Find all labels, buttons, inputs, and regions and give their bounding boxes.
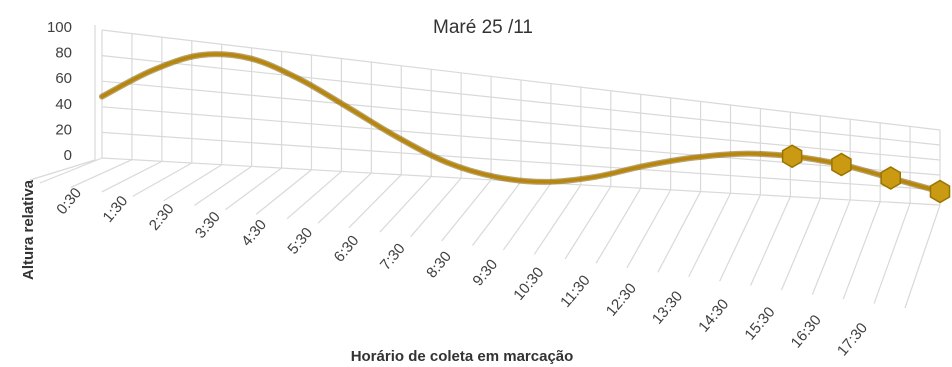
y-tick-label: 0	[64, 147, 72, 164]
x-tick-label: 15:30	[741, 304, 778, 344]
data-point-marker	[781, 144, 803, 169]
x-tick-label: 12:30	[603, 280, 640, 320]
grid-line-floor	[255, 169, 312, 215]
grid-line-floor	[533, 184, 582, 255]
grid-line-floor	[626, 189, 672, 269]
grid-line-floor	[842, 201, 881, 300]
x-tick-label: 11:30	[557, 272, 593, 311]
grid-line-floor	[441, 179, 492, 242]
grid-line-floor	[811, 199, 851, 295]
y-tick-label: 100	[47, 19, 72, 36]
grid-line-floor	[502, 182, 552, 251]
x-tick-label: 2:30	[146, 201, 178, 234]
x-tick-label: 5:30	[284, 224, 316, 257]
y-tick-label: 80	[55, 45, 72, 62]
x-tick-label: 7:30	[377, 240, 409, 273]
x-tick-label: 14:30	[695, 296, 732, 336]
grid-line-wall	[29, 159, 96, 181]
grid-line-floor	[904, 204, 941, 309]
grid-line-floor	[873, 203, 911, 304]
grid-line-floor	[286, 170, 342, 220]
data-point-marker	[929, 179, 951, 204]
x-axis-label: Horário de coleta em marcação	[351, 348, 574, 365]
chart-title: Maré 25 /11	[433, 17, 533, 38]
x-tick-label: 3:30	[192, 208, 224, 241]
grid-line-floor	[379, 176, 432, 233]
grid-line-floor	[688, 192, 732, 278]
x-tick-label: 10:30	[510, 264, 547, 304]
grid-line-floor	[657, 191, 702, 273]
x-tick-label: 13:30	[649, 288, 686, 328]
grid-line-floor	[410, 177, 462, 237]
x-tick-label: 8:30	[423, 248, 455, 281]
x-tick-label: 4:30	[238, 216, 270, 249]
grid-line-floor	[472, 181, 522, 246]
grid-line-floor	[163, 164, 223, 202]
grid-line-floor	[749, 196, 791, 286]
y-axis-ticks: 0 20 40 60 80 100	[47, 19, 72, 164]
y-tick-label: 60	[55, 70, 72, 87]
grid-line-floor	[101, 160, 163, 193]
x-tick-label: 0:30	[53, 185, 85, 218]
x-tick-label: 6:30	[331, 232, 363, 265]
x-tick-label: 17:30	[834, 320, 871, 360]
grid-line-floor	[70, 159, 133, 189]
series-layer	[99, 51, 951, 204]
grid-line-floor	[39, 157, 103, 184]
y-axis-label: Altura relativa	[20, 179, 37, 280]
grid-line-floor	[132, 162, 193, 197]
grid-line-floor	[224, 167, 282, 211]
grid-line-floor	[564, 186, 612, 260]
data-point-marker	[880, 166, 901, 190]
y-tick-label: 40	[55, 96, 72, 113]
y-tick-label: 20	[55, 121, 72, 138]
grid-line-floor	[780, 198, 821, 291]
x-axis-ticks: 0:30 1:30 2:30 3:30 4:30 5:30 6:30 7:30 8:30 9:30…	[53, 185, 871, 360]
x-tick-label: 1:30	[100, 193, 132, 226]
data-point-marker	[831, 152, 852, 177]
grid-line-floor	[194, 165, 252, 206]
grid-line-floor	[317, 172, 372, 224]
chart-grid	[29, 25, 941, 309]
grid-line-floor	[348, 174, 402, 229]
x-tick-label: 9:30	[469, 256, 501, 289]
grid-line-floor	[595, 187, 642, 264]
grid-line-floor	[719, 194, 761, 282]
x-tick-label: 16:30	[788, 312, 825, 352]
